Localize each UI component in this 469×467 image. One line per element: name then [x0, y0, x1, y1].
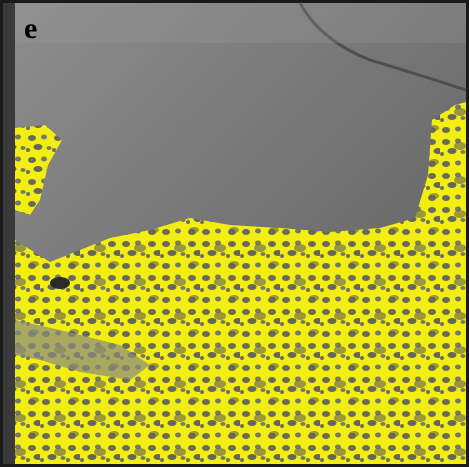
shadow: [50, 277, 70, 289]
grey-patch: [15, 320, 150, 380]
panel-label: e: [24, 12, 37, 45]
highlight: [15, 3, 466, 43]
ridge: [298, 2, 467, 92]
left-edge: [3, 3, 15, 464]
yellow-patch: [15, 125, 62, 215]
